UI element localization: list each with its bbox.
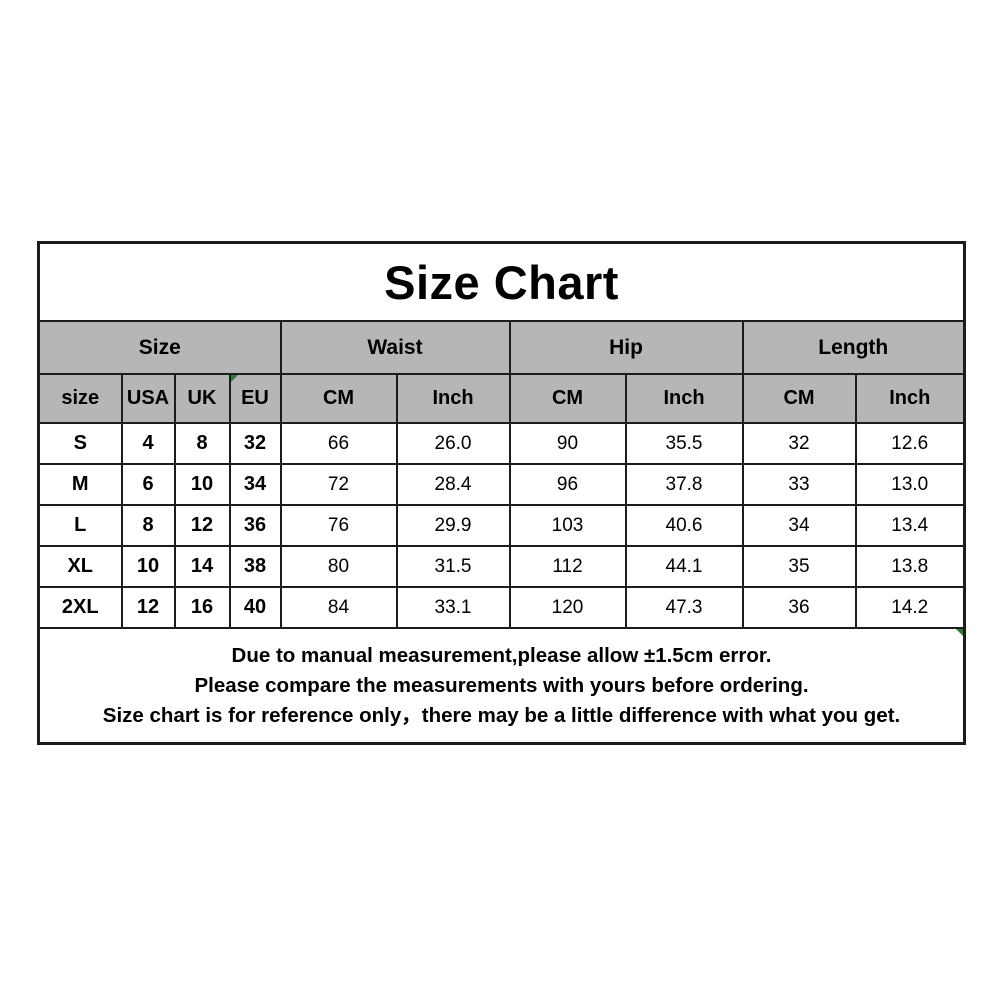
- cell-waist-inch: 28.4: [395, 463, 511, 506]
- cell-waist-inch: 26.0: [395, 422, 511, 465]
- cell-uk: 8: [173, 422, 231, 465]
- cell-usa: 10: [120, 545, 176, 588]
- cell-size: L: [37, 504, 123, 547]
- cell-length-cm: 33: [741, 463, 857, 506]
- cell-hip-inch: 37.8: [624, 463, 744, 506]
- cell-usa: 8: [120, 504, 176, 547]
- cell-waist-inch: 29.9: [395, 504, 511, 547]
- column-header-waist-cm: CM: [279, 373, 398, 424]
- column-header-length-cm: CM: [741, 373, 857, 424]
- cell-size: XL: [37, 545, 123, 588]
- cell-eu: 36: [228, 504, 282, 547]
- cell-hip-inch: 35.5: [624, 422, 744, 465]
- green-corner-marker-icon: [956, 629, 963, 636]
- cell-hip-inch: 40.6: [624, 504, 744, 547]
- column-header-uk: UK: [173, 373, 231, 424]
- column-header-row: size USA UK EU CM Inch CM Inch CM Inch: [37, 373, 966, 424]
- table-row-s: S 4 8 32 66 26.0 90 35.5 32 12.6: [37, 422, 966, 465]
- title-row: Size Chart: [37, 241, 966, 322]
- notes-cell: Due to manual measurement,please allow ±…: [37, 627, 966, 745]
- cell-waist-cm: 84: [279, 586, 398, 629]
- cell-length-inch: 13.4: [854, 504, 966, 547]
- cell-waist-cm: 80: [279, 545, 398, 588]
- column-header-length-inch: Inch: [854, 373, 966, 424]
- note-line-1: Due to manual measurement,please allow ±…: [231, 643, 772, 667]
- table-row-2xl: 2XL 12 16 40 84 33.1 120 47.3 36 14.2: [37, 586, 966, 629]
- size-chart-table: Size Chart Size Waist Hip Length size US…: [37, 241, 967, 745]
- cell-hip-cm: 112: [508, 545, 627, 588]
- column-header-hip-cm: CM: [508, 373, 627, 424]
- cell-hip-cm: 120: [508, 586, 627, 629]
- notes-row: Due to manual measurement,please allow ±…: [37, 627, 966, 745]
- cell-waist-cm: 66: [279, 422, 398, 465]
- cell-hip-cm: 103: [508, 504, 627, 547]
- table-row-xl: XL 10 14 38 80 31.5 112 44.1 35 13.8: [37, 545, 966, 588]
- cell-waist-inch: 31.5: [395, 545, 511, 588]
- cell-waist-inch: 33.1: [395, 586, 511, 629]
- column-header-hip-inch: Inch: [624, 373, 744, 424]
- cell-length-inch: 13.8: [854, 545, 966, 588]
- cell-length-cm: 32: [741, 422, 857, 465]
- cell-usa: 4: [120, 422, 176, 465]
- note-line-2: Please compare the measurements with you…: [194, 673, 809, 697]
- cell-length-cm: 35: [741, 545, 857, 588]
- column-header-eu: EU: [228, 373, 282, 424]
- cell-waist-cm: 76: [279, 504, 398, 547]
- cell-eu: 34: [228, 463, 282, 506]
- group-header-size: Size: [37, 320, 282, 375]
- group-header-waist: Waist: [279, 320, 511, 375]
- cell-length-cm: 34: [741, 504, 857, 547]
- cell-waist-cm: 72: [279, 463, 398, 506]
- cell-eu: 32: [228, 422, 282, 465]
- cell-size: M: [37, 463, 123, 506]
- cell-length-inch: 13.0: [854, 463, 966, 506]
- cell-usa: 6: [120, 463, 176, 506]
- group-header-row: Size Waist Hip Length: [37, 320, 966, 375]
- cell-uk: 10: [173, 463, 231, 506]
- cell-usa: 12: [120, 586, 176, 629]
- column-header-size: size: [37, 373, 123, 424]
- cell-eu: 38: [228, 545, 282, 588]
- cell-hip-cm: 96: [508, 463, 627, 506]
- cell-length-cm: 36: [741, 586, 857, 629]
- cell-length-inch: 12.6: [854, 422, 966, 465]
- cell-length-inch: 14.2: [854, 586, 966, 629]
- table-row-m: M 6 10 34 72 28.4 96 37.8 33 13.0: [37, 463, 966, 506]
- cell-hip-inch: 47.3: [624, 586, 744, 629]
- cell-hip-inch: 44.1: [624, 545, 744, 588]
- cell-uk: 14: [173, 545, 231, 588]
- cell-eu: 40: [228, 586, 282, 629]
- chart-title: Size Chart: [37, 241, 966, 322]
- group-header-hip: Hip: [508, 320, 744, 375]
- cell-size: S: [37, 422, 123, 465]
- cell-uk: 16: [173, 586, 231, 629]
- green-corner-marker-icon: [231, 376, 238, 382]
- column-header-waist-inch: Inch: [395, 373, 511, 424]
- column-header-eu-label: EU: [241, 387, 269, 409]
- cell-hip-cm: 90: [508, 422, 627, 465]
- note-line-3: Size chart is for reference only，there m…: [102, 703, 901, 727]
- cell-uk: 12: [173, 504, 231, 547]
- table-row-l: L 8 12 36 76 29.9 103 40.6 34 13.4: [37, 504, 966, 547]
- column-header-usa: USA: [120, 373, 176, 424]
- group-header-length: Length: [741, 320, 966, 375]
- cell-size: 2XL: [37, 586, 123, 629]
